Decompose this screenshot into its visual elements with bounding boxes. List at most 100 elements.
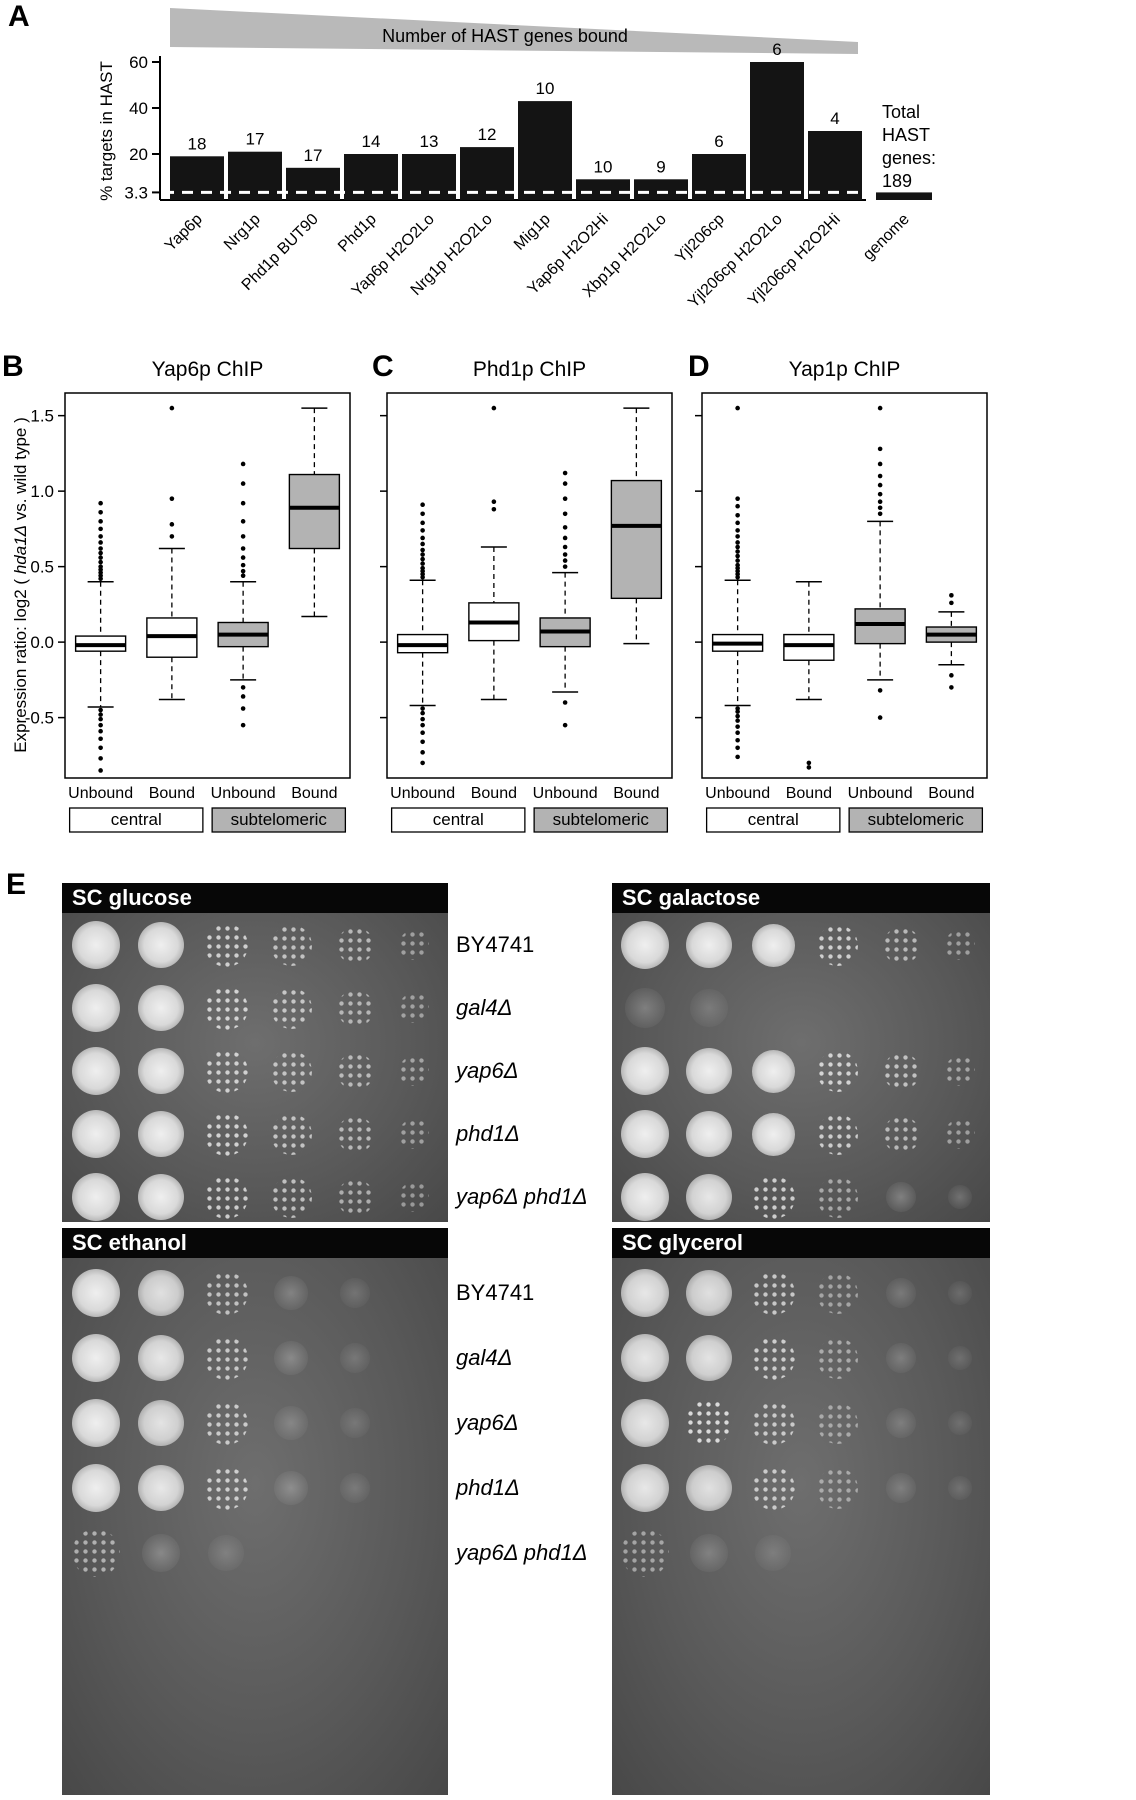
plate-agar <box>62 913 448 1222</box>
outlier-dot <box>420 706 425 711</box>
outlier-dot <box>98 712 103 717</box>
outlier-dot <box>98 550 103 556</box>
x-tick-label: Bound <box>149 785 195 802</box>
outlier-dot <box>877 505 883 511</box>
outlier-dot <box>240 500 246 506</box>
group-box-label: subtelomeric <box>231 810 328 829</box>
x-tick-label: Unbound <box>390 785 455 802</box>
colony-spot <box>751 1049 795 1093</box>
colony-spot <box>336 1178 374 1216</box>
outlier-dot <box>98 509 103 515</box>
outlier-dot <box>420 750 425 755</box>
colony-spot <box>621 1464 669 1512</box>
colony-spot <box>686 1174 732 1220</box>
bar-count: 10 <box>536 79 555 98</box>
colony-spot <box>204 1175 248 1219</box>
strain-label: gal4Δ <box>456 995 513 1020</box>
y-tick-label: 60 <box>129 53 148 72</box>
colony-spot <box>204 986 248 1030</box>
outlier-dot <box>240 519 246 524</box>
colony-spot <box>751 1336 795 1380</box>
bar-category-label: Phd1p <box>335 211 380 256</box>
outlier-dot <box>240 461 246 467</box>
outlier-dot <box>949 600 954 606</box>
plate-title-text: SC galactose <box>622 885 761 910</box>
outlier-dot <box>98 756 103 761</box>
colony-spot <box>885 1472 917 1504</box>
outlier-dot <box>420 722 425 728</box>
colony-spot <box>274 1471 308 1505</box>
bar-count: 17 <box>304 146 323 165</box>
colony-spot <box>755 1535 791 1571</box>
colony-spot <box>816 1113 858 1155</box>
colony-spot <box>204 1401 248 1445</box>
outlier-dot <box>98 722 103 728</box>
outlier-dot <box>240 722 246 728</box>
outlier-dot <box>735 534 740 539</box>
group-box <box>211 807 347 833</box>
colony-spot <box>816 924 858 966</box>
outlier-dot <box>420 552 425 557</box>
outlier-dot <box>562 481 568 486</box>
colony-spot <box>885 1342 917 1374</box>
y-tick-label: 1.0 <box>30 482 54 501</box>
colony-spot <box>945 930 975 960</box>
group-box <box>705 807 841 833</box>
outlier-dot <box>562 558 568 563</box>
outlier-dot <box>420 541 425 547</box>
colony-spot <box>621 1047 669 1095</box>
colony-spot <box>72 921 120 969</box>
genome-label: genome <box>860 211 913 264</box>
outlier-dot <box>169 405 175 411</box>
bar <box>518 101 572 200</box>
outlier-dot <box>240 555 246 560</box>
colony-spot <box>208 1535 244 1571</box>
colony-spot <box>686 1335 732 1381</box>
x-tick-label: Bound <box>786 785 832 802</box>
colony-spot <box>621 921 669 969</box>
strain-label: BY4741 <box>456 1280 535 1305</box>
outlier-dot <box>98 555 103 560</box>
outlier-dot <box>420 520 425 526</box>
outlier-dot <box>420 565 425 571</box>
colony-spot <box>885 1277 917 1309</box>
colony-spot <box>204 923 248 967</box>
panel-b-boxplot: Yap6p ChIP -0.5 0.0 0.5 1.0 1.5 Unbound Bound Un… <box>25 358 351 833</box>
colony-spot <box>138 1400 184 1446</box>
panel-a-label: A <box>8 0 30 33</box>
outlier-dot <box>169 522 175 527</box>
panel-b-label: B <box>2 350 24 383</box>
bar-count: 14 <box>362 132 381 151</box>
y-tick-label: 1.5 <box>30 407 54 426</box>
chart-title: Yap1p ChIP <box>789 358 901 381</box>
strain-label: yap6Δ phd1Δ <box>456 1184 588 1209</box>
outlier-dot <box>240 706 246 711</box>
group-box <box>533 807 669 833</box>
colony-spot <box>204 1466 248 1510</box>
outlier-dot <box>877 511 883 517</box>
box <box>288 473 341 550</box>
outlier-dot <box>877 446 883 452</box>
plot-frame <box>701 392 988 779</box>
outlier-dot <box>98 540 103 545</box>
colony-spot <box>816 1176 858 1218</box>
colony-spot <box>947 1184 973 1210</box>
plate-title-text: SC glycerol <box>622 1230 744 1255</box>
bar-category-label: Yap6p <box>162 211 206 255</box>
group-box-label: central <box>748 810 799 829</box>
bar <box>634 179 688 200</box>
colony-spot <box>399 1119 429 1149</box>
total-annotation-line: HAST <box>882 125 930 145</box>
colony-spot <box>138 1174 184 1220</box>
outlier-dot <box>877 688 883 693</box>
colony-spot <box>621 1110 669 1158</box>
colony-spot <box>72 1173 120 1221</box>
colony-spot <box>885 1407 917 1439</box>
outlier-dot <box>240 694 246 699</box>
colony-spot <box>72 1334 120 1382</box>
colony-spot <box>686 1465 732 1511</box>
outlier-dot <box>169 534 175 539</box>
colony-spot <box>686 1111 732 1157</box>
colony-spot <box>336 926 374 964</box>
outlier-dot <box>562 511 568 517</box>
